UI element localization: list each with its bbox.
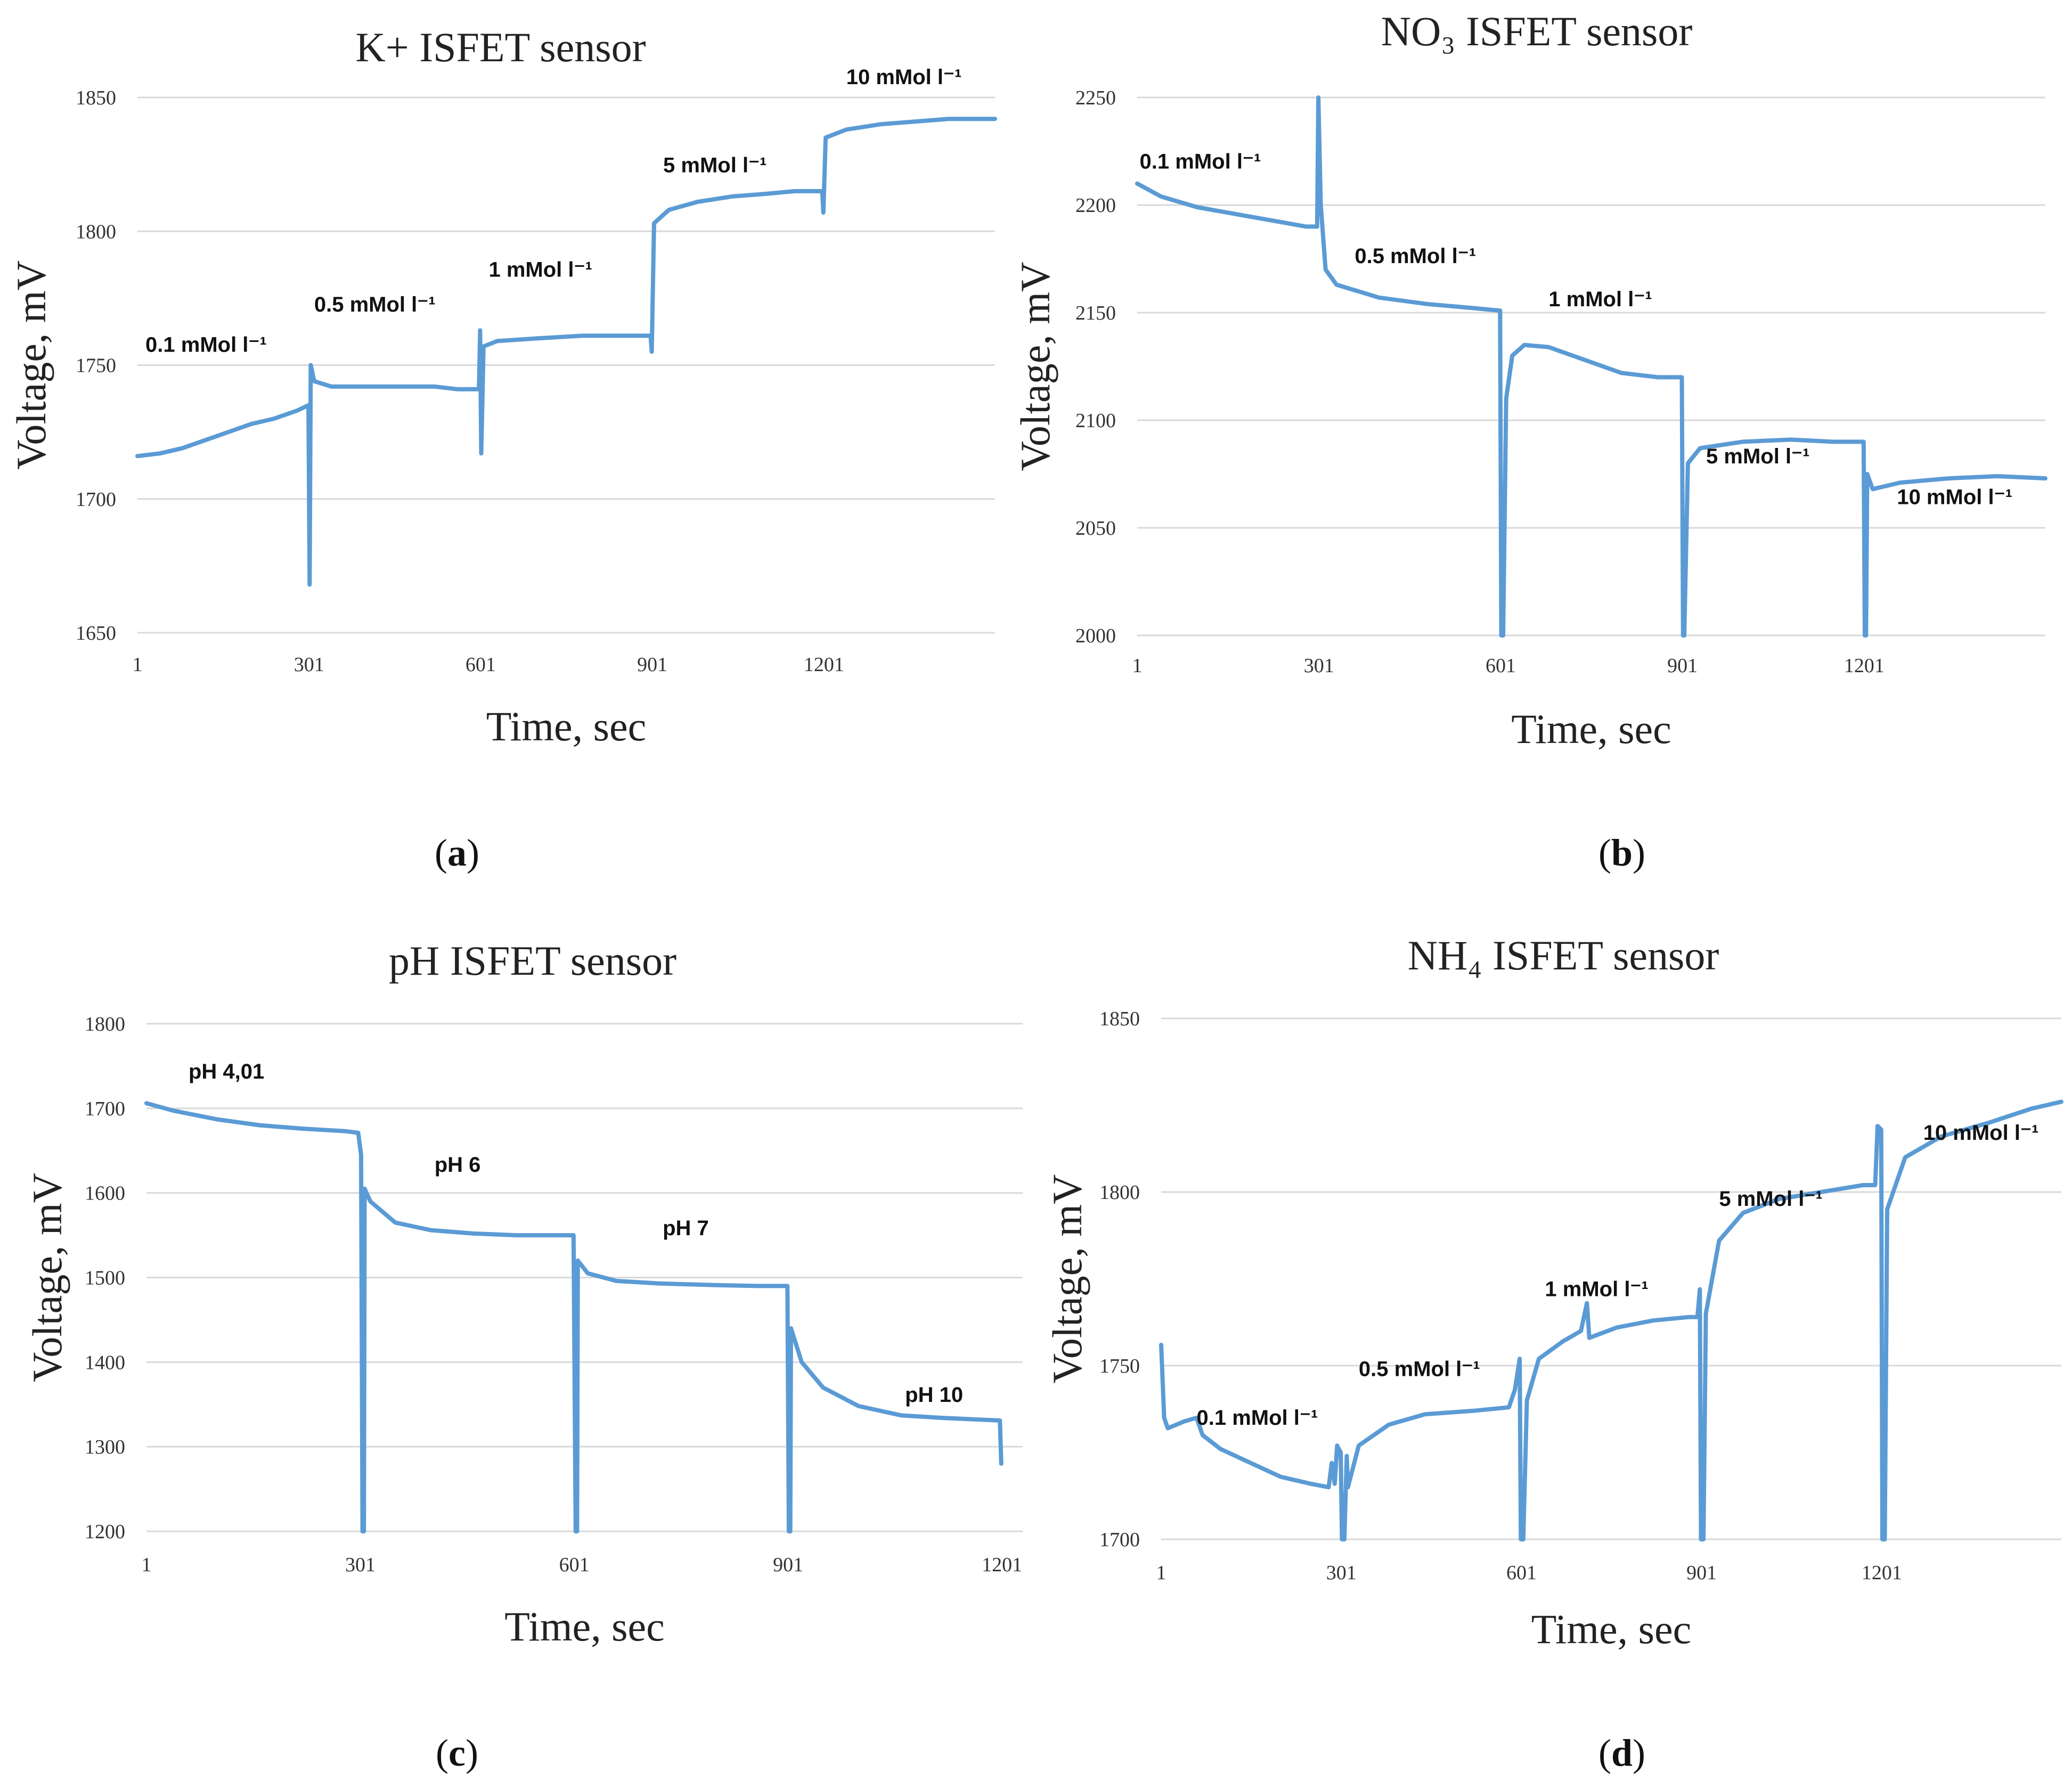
y-tick-label: 1300 xyxy=(85,1436,125,1458)
x-tick-label: 901 xyxy=(637,654,667,676)
x-tick-label: 601 xyxy=(1486,655,1516,677)
y-tick-label: 2050 xyxy=(1075,517,1116,540)
x-tick-label: 601 xyxy=(559,1554,590,1576)
y-tick-label: 1200 xyxy=(85,1521,125,1543)
chart-title: NO₃ ISFET sensor xyxy=(1381,8,1693,54)
data-annotation: 5 mMol l⁻¹ xyxy=(1719,1187,1822,1211)
x-tick-label: 601 xyxy=(466,654,496,676)
y-axis-label: Voltage, mV xyxy=(1012,262,1058,471)
x-tick-label: 301 xyxy=(1326,1562,1357,1584)
x-axis-label: Time, sec xyxy=(1511,706,1671,752)
x-tick-label: 1201 xyxy=(1844,655,1885,677)
chart-title: K+ ISFET sensor xyxy=(355,24,646,70)
data-annotation: 0.5 mMol l⁻¹ xyxy=(1355,244,1476,268)
y-tick-label: 1750 xyxy=(76,355,116,377)
chart-title: NH₄ ISFET sensor xyxy=(1408,932,1719,978)
series-line-ph xyxy=(144,1101,1004,1533)
y-axis-label: Voltage, mV xyxy=(8,260,54,470)
x-tick-label: 301 xyxy=(1304,655,1334,677)
data-annotation: 1 mMol l⁻¹ xyxy=(1548,288,1652,311)
y-tick-label: 1750 xyxy=(1099,1355,1140,1377)
series-line-no3 xyxy=(1135,95,2047,638)
y-tick-label: 1850 xyxy=(1099,1008,1140,1030)
y-tick-label: 1700 xyxy=(85,1098,125,1120)
data-annotation: 10 mMol l⁻¹ xyxy=(1923,1121,2039,1145)
x-tick-label: 1201 xyxy=(1862,1562,1902,1584)
y-tick-label: 2150 xyxy=(1075,302,1116,324)
y-tick-label: 1800 xyxy=(1099,1181,1140,1204)
x-tick-label: 1 xyxy=(1132,655,1143,677)
panel-letter: b xyxy=(1611,831,1633,874)
data-annotation: 5 mMol l⁻¹ xyxy=(663,154,766,177)
panel-b: 2000 2050 2100 2150 2200 2250 1 301 601 901 1201 NO… xyxy=(1012,8,2047,874)
data-annotation: 1 mMol l⁻¹ xyxy=(1545,1278,1648,1301)
y-tick-label: 1650 xyxy=(76,622,116,644)
data-annotation: pH 6 xyxy=(435,1153,481,1177)
data-annotation: 10 mMol l⁻¹ xyxy=(846,66,962,89)
x-tick-label: 301 xyxy=(345,1554,376,1576)
x-axis-label: Time, sec xyxy=(1531,1606,1691,1652)
x-tick-label: 1 xyxy=(133,654,143,676)
panel-letter: d xyxy=(1611,1732,1633,1774)
series-line-nh4 xyxy=(1159,1099,2063,1541)
panel-c: 1200 1300 1400 1500 1600 1700 1800 1 301 601 901 12… xyxy=(24,937,1023,1774)
panel-label: (b) xyxy=(1598,831,1645,874)
x-tick-label: 1201 xyxy=(804,654,844,676)
y-tick-label: 1700 xyxy=(1099,1529,1140,1551)
panel-label: (a) xyxy=(435,831,479,874)
panel-label: (c) xyxy=(436,1732,478,1774)
y-tick-label: 2000 xyxy=(1075,625,1116,647)
y-tick-label: 1500 xyxy=(85,1267,125,1290)
panel-d: 1700 1750 1800 1850 1 301 601 901 1201 NH₄ ISFET … xyxy=(1044,932,2063,1774)
chart-title: pH ISFET sensor xyxy=(389,937,676,984)
data-annotation: 10 mMol l⁻¹ xyxy=(1897,486,2012,509)
series-line-k xyxy=(135,117,997,587)
x-tick-label: 601 xyxy=(1506,1562,1537,1584)
y-tick-label: 2250 xyxy=(1075,87,1116,109)
x-tick-label: 1201 xyxy=(982,1554,1022,1576)
data-annotation: 0.1 mMol l⁻¹ xyxy=(1140,150,1261,173)
x-axis-label: Time, sec xyxy=(504,1603,664,1650)
y-tick-label: 2200 xyxy=(1075,194,1116,217)
y-tick-label: 1600 xyxy=(85,1182,125,1205)
data-annotation: pH 10 xyxy=(905,1383,963,1407)
panel-a: 1650 1700 1750 1800 1850 1 301 601 901 1201 K+ ISF… xyxy=(8,24,997,874)
panel-label: (d) xyxy=(1598,1732,1645,1774)
y-tick-label: 1400 xyxy=(85,1351,125,1374)
x-tick-label: 901 xyxy=(1667,655,1698,677)
y-axis-label: Voltage, mV xyxy=(24,1173,70,1382)
x-tick-label: 1 xyxy=(142,1554,152,1576)
data-annotation: 0.5 mMol l⁻¹ xyxy=(314,293,436,316)
x-tick-label: 901 xyxy=(1686,1562,1717,1584)
panel-letter: a xyxy=(447,831,467,874)
x-tick-label: 1 xyxy=(1156,1562,1166,1584)
data-annotation: 1 mMol l⁻¹ xyxy=(488,258,592,282)
y-tick-label: 1850 xyxy=(76,87,116,109)
panel-letter: c xyxy=(448,1732,466,1774)
y-tick-label: 2100 xyxy=(1075,410,1116,432)
y-tick-label: 1800 xyxy=(76,221,116,243)
y-tick-label: 1700 xyxy=(76,488,116,511)
data-annotation: 5 mMol l⁻¹ xyxy=(1706,445,1809,468)
data-annotation: pH 4,01 xyxy=(189,1060,264,1083)
x-tick-label: 301 xyxy=(294,654,324,676)
data-annotation: pH 7 xyxy=(663,1217,709,1240)
data-annotation: 0.1 mMol l⁻¹ xyxy=(145,333,267,356)
data-annotation: 0.1 mMol l⁻¹ xyxy=(1197,1406,1318,1430)
y-axis-label: Voltage, mV xyxy=(1044,1174,1090,1384)
data-annotation: 0.5 mMol l⁻¹ xyxy=(1359,1358,1480,1381)
y-tick-label: 1800 xyxy=(85,1013,125,1035)
x-axis-label: Time, sec xyxy=(486,703,646,749)
x-tick-label: 901 xyxy=(773,1554,803,1576)
